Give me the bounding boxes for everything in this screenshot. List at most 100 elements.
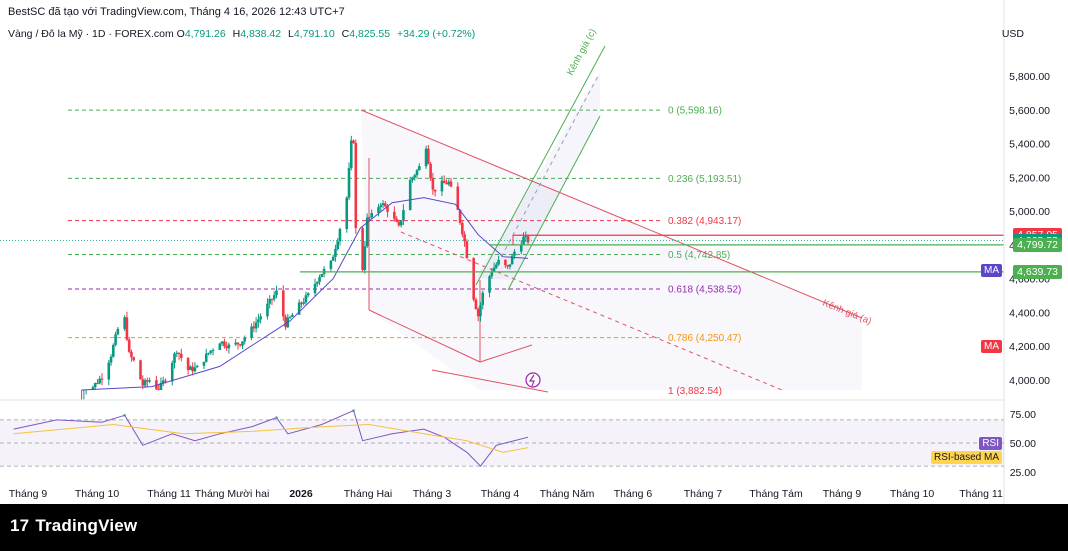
- candle-body: [100, 378, 104, 380]
- low-label: L: [288, 28, 294, 40]
- candle-body: [275, 290, 278, 296]
- price-tick-label: 5,200.00: [1009, 172, 1050, 184]
- candle-body: [463, 234, 466, 242]
- price-tick-label: 5,800.00: [1009, 71, 1050, 83]
- candle-body: [526, 236, 530, 243]
- candle-body: [225, 346, 228, 349]
- tradingview-logo-icon: 17: [10, 516, 30, 535]
- candle-body: [510, 255, 514, 265]
- channel-a-fill: [361, 110, 862, 390]
- rsi-overbought-mark: [123, 413, 127, 417]
- candle-body: [236, 342, 240, 345]
- candle-body: [413, 175, 417, 178]
- high-label: H: [232, 28, 241, 40]
- symbol-legend[interactable]: Vàng / Đô la Mỹ · 1D · FOREX.com O4,791.…: [8, 28, 479, 40]
- horizontal-levels[interactable]: [0, 234, 1004, 273]
- candle-body: [399, 220, 403, 226]
- event-icon: [525, 372, 541, 388]
- candle-body: [202, 361, 206, 366]
- candle-body: [408, 179, 412, 211]
- price-tick-label: 4,200.00: [1009, 341, 1050, 353]
- candle-body: [458, 209, 462, 223]
- candle-body: [433, 189, 437, 192]
- time-axis-label: Tháng 4: [481, 488, 520, 500]
- candle-body: [159, 382, 163, 390]
- candle-body: [173, 353, 176, 363]
- candle-body: [291, 314, 294, 317]
- fib-level-label: 1 (3,882.54): [668, 386, 722, 397]
- candle-body: [161, 380, 165, 383]
- candle-body: [352, 140, 355, 143]
- rsi-tick-label: 75.00: [1010, 409, 1036, 421]
- candle-body: [417, 166, 421, 171]
- candle-body: [386, 206, 389, 212]
- rsi-pane: [0, 409, 1004, 467]
- candle-body: [377, 207, 380, 214]
- price-channels[interactable]: [360, 45, 863, 393]
- open-label: O: [176, 28, 185, 40]
- candle-body: [302, 302, 305, 304]
- candle-body: [284, 316, 287, 328]
- tradingview-logo[interactable]: 17 TradingView: [10, 516, 137, 536]
- candle-body: [195, 365, 199, 368]
- chart-canvas[interactable]: 0 (5,598.16) 0.236 (5,193.51) 0.382 (4,943…: [0, 0, 1068, 504]
- candle-body: [191, 366, 194, 372]
- time-axis-label: 2026: [289, 488, 313, 500]
- time-axis-label: Tháng 7: [684, 488, 723, 500]
- watermark-header: BestSC đã tạo với TradingView.com, Tháng…: [8, 6, 345, 18]
- candle-body: [320, 274, 324, 277]
- candle-body: [250, 326, 253, 338]
- candle-body: [395, 218, 398, 222]
- candle-body: [513, 251, 516, 256]
- candle-body: [442, 180, 446, 184]
- candle-body: [338, 229, 342, 242]
- time-axis-label: Tháng 10: [890, 488, 935, 500]
- candle-body: [107, 362, 111, 380]
- time-axis-label: Tháng 11: [959, 488, 1003, 500]
- candle-body: [440, 180, 444, 192]
- candle-body: [109, 356, 113, 363]
- time-axis-label: Tháng 9: [9, 488, 48, 500]
- fib-level-label: 0.618 (4,538.52): [668, 284, 741, 295]
- candle-body: [304, 295, 308, 303]
- candle-body: [476, 309, 480, 317]
- candle-body: [148, 380, 151, 382]
- candle-body: [270, 298, 274, 300]
- symbol-name[interactable]: Vàng / Đô la Mỹ · 1D · FOREX.com: [8, 28, 174, 40]
- candle-body: [318, 276, 321, 283]
- close-value: 4,825.55: [349, 28, 391, 40]
- channel-a-bottom: [368, 309, 481, 363]
- candle-body: [125, 317, 129, 340]
- candle-body: [130, 351, 133, 358]
- fib-level-label: 0 (5,598.16): [668, 106, 722, 117]
- candle-body: [397, 221, 401, 226]
- close-label: C: [341, 28, 350, 40]
- candle-body: [383, 203, 387, 207]
- candle-body: [209, 350, 213, 353]
- candle-body: [211, 349, 215, 351]
- pivot-line: [479, 344, 533, 363]
- candle-body: [379, 205, 383, 208]
- candle-body: [519, 244, 523, 252]
- channel-c-lower: [507, 115, 601, 291]
- currency-label[interactable]: USD: [1001, 28, 1024, 40]
- fibonacci-retracement[interactable]: 0 (5,598.16) 0.236 (5,193.51) 0.382 (4,943…: [68, 106, 741, 397]
- candle-body: [354, 142, 358, 229]
- time-axis[interactable]: Tháng 9 Tháng 10 Tháng 11 Tháng Mười hai 202…: [9, 488, 1003, 500]
- candle-body: [347, 167, 351, 198]
- candle-body: [257, 319, 260, 323]
- price-tick-label: 5,000.00: [1009, 206, 1050, 218]
- candle-body: [254, 322, 258, 329]
- rsi-tag: RSI: [979, 437, 1002, 450]
- time-axis-label: Tháng Tám: [749, 488, 803, 500]
- price-tick-label: 5,600.00: [1009, 105, 1050, 117]
- ma-tag-upper: MA: [981, 264, 1002, 277]
- rsi-ma-line: [13, 423, 529, 453]
- candle-body: [313, 283, 317, 294]
- candle-body: [427, 148, 430, 164]
- open-value: 4,791.26: [184, 28, 226, 40]
- candle-body: [186, 357, 190, 370]
- candle-body: [98, 378, 102, 384]
- candle-body: [424, 148, 428, 167]
- candle-body: [207, 352, 210, 354]
